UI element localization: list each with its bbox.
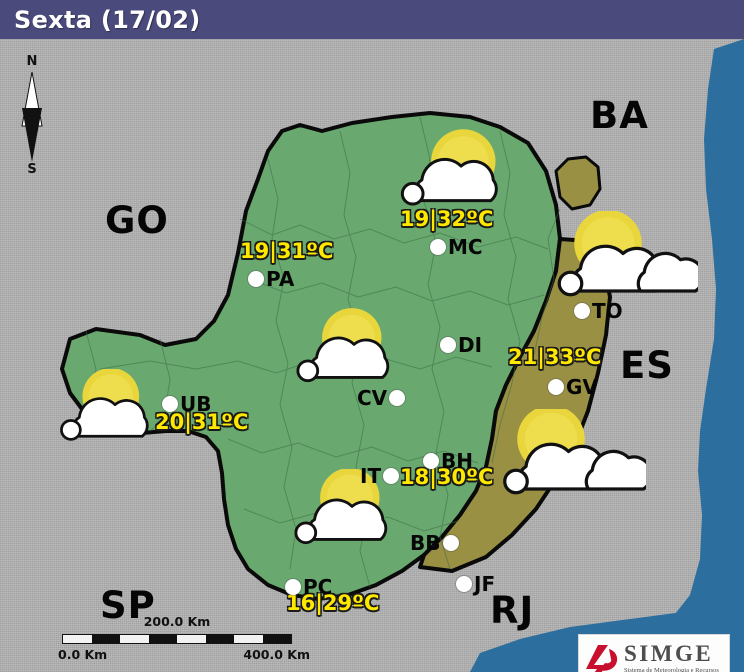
- city-dot-icon: [383, 468, 400, 484]
- city-label-it: IT: [360, 464, 382, 488]
- compass-needle-icon: [21, 72, 43, 162]
- city-label-cv: CV: [357, 386, 388, 410]
- scale-segment: [63, 635, 92, 643]
- city-marker-pa[interactable]: PA: [248, 267, 296, 291]
- city-label-gv: GV: [566, 375, 598, 399]
- scale-mid-label: 200.0 Km: [143, 614, 211, 629]
- sun-behind-cloud-icon: [286, 467, 418, 561]
- city-dot-icon: [248, 271, 264, 287]
- title-bar: Sexta (17/02): [0, 0, 744, 39]
- simge-mark-icon: [586, 645, 618, 672]
- city-dot-icon: [430, 239, 446, 255]
- city-label-ub: UB: [180, 392, 212, 416]
- temperature-label-ub: 20|31ºC: [155, 410, 249, 434]
- sun-behind-cloud-icon: [52, 367, 178, 457]
- temperature-label-pa: 19|31ºC: [240, 239, 334, 263]
- scale-segment: [205, 635, 234, 643]
- city-dot-icon: [162, 396, 178, 412]
- sun-behind-cloud-icon: [496, 405, 653, 514]
- compass-north-label: N: [26, 54, 38, 69]
- state-label-sp: SP: [100, 584, 156, 627]
- scale-bar-graphic: [62, 634, 292, 644]
- state-label-ba: BA: [590, 94, 649, 137]
- city-marker-mc[interactable]: MC: [430, 235, 485, 259]
- city-label-bb: BB: [410, 531, 441, 555]
- scale-segment: [120, 635, 149, 643]
- minas-gerais-olive-region: [418, 155, 612, 573]
- sun-behind-cloud-icon: [288, 307, 420, 399]
- scale-segment: [91, 635, 120, 643]
- city-dot-icon: [442, 535, 459, 551]
- state-label-go: GO: [105, 199, 169, 242]
- scale-segment: [234, 635, 263, 643]
- temperature-label-bh: 18|30ºC: [400, 465, 494, 489]
- city-marker-bb[interactable]: BB: [408, 531, 459, 555]
- state-label-rj: RJ: [490, 589, 535, 632]
- city-label-di: DI: [458, 333, 483, 357]
- scale-segment: [148, 635, 177, 643]
- temperature-label-gv: 21|33ºC: [508, 345, 602, 369]
- city-marker-bh[interactable]: BH: [423, 449, 475, 473]
- scale-segment: [262, 635, 291, 643]
- simge-subtitle-line1: Sistema de Meteorologia e Recursos: [624, 667, 719, 672]
- map-geometry: [60, 39, 744, 672]
- city-dot-icon: [285, 579, 301, 595]
- city-marker-ub[interactable]: UB: [162, 392, 213, 416]
- temperature-label-pc: 16|29ºC: [286, 591, 380, 615]
- city-dot-icon: [389, 390, 406, 406]
- city-marker-it[interactable]: IT: [358, 464, 400, 488]
- sun-behind-cloud-icon: [548, 209, 705, 316]
- city-label-pa: PA: [266, 267, 295, 291]
- city-marker-cv[interactable]: CV: [355, 386, 406, 410]
- scale-bar: 200.0 Km 0.0 Km 400.0 Km: [58, 614, 310, 666]
- page-title: Sexta (17/02): [14, 6, 201, 34]
- state-label-es: ES: [620, 344, 674, 387]
- city-dot-icon: [456, 576, 472, 592]
- city-dot-icon: [423, 453, 439, 469]
- city-label-mc: MC: [448, 235, 483, 259]
- city-dot-icon: [574, 303, 590, 319]
- city-marker-pc[interactable]: PC: [285, 575, 334, 599]
- city-marker-jf[interactable]: JF: [456, 572, 497, 596]
- city-marker-to[interactable]: TO: [574, 299, 625, 323]
- scale-segment: [177, 635, 206, 643]
- city-label-to: TO: [592, 299, 623, 323]
- city-marker-di[interactable]: DI: [440, 333, 484, 357]
- compass-south-label: S: [27, 162, 37, 177]
- city-label-pc: PC: [303, 575, 333, 599]
- city-label-jf: JF: [474, 572, 496, 596]
- city-dot-icon: [548, 379, 564, 395]
- compass-rose: N S: [10, 54, 54, 184]
- simge-logo-text: SIMGE Sistema de Meteorologia e Recursos…: [624, 642, 719, 672]
- simge-name: SIMGE: [624, 641, 714, 667]
- city-marker-gv[interactable]: GV: [548, 375, 600, 399]
- map-canvas[interactable]: N S GO BA ES SP RJ: [0, 39, 744, 672]
- temperature-label-mc: 19|32ºC: [400, 207, 494, 231]
- sun-behind-cloud-icon: [392, 127, 530, 224]
- simge-logo: SIMGE Sistema de Meteorologia e Recursos…: [578, 634, 730, 672]
- city-dot-icon: [440, 337, 456, 353]
- city-label-bh: BH: [441, 449, 473, 473]
- scale-start-label: 0.0 Km: [58, 647, 108, 662]
- scale-end-label: 400.0 Km: [243, 647, 310, 662]
